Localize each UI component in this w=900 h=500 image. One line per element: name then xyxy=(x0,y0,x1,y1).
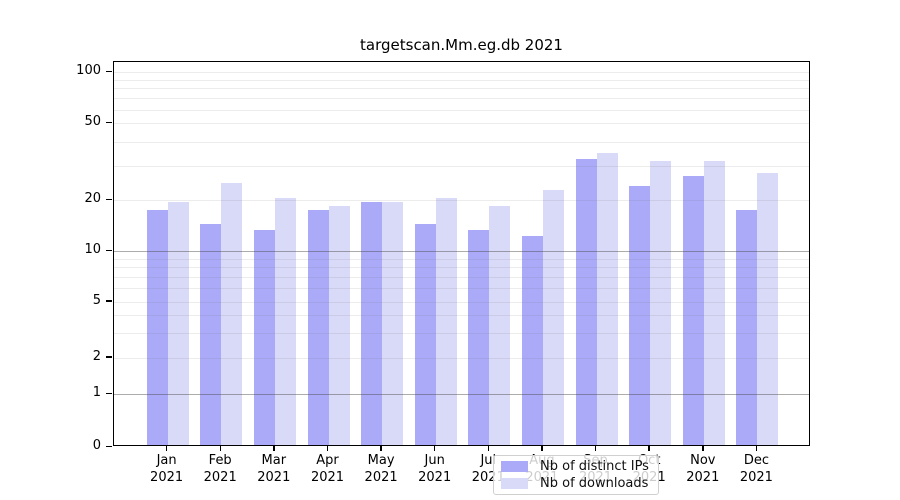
legend-swatch-downloads xyxy=(501,477,528,489)
bar-nb-of-downloads-jun-2021 xyxy=(435,198,457,445)
y-tick-50 xyxy=(106,121,112,123)
x-label-jun-2021: Jun 2021 xyxy=(418,453,452,485)
x-label-may-2021: May 2021 xyxy=(364,453,398,485)
x-label-nov-2021: Nov 2021 xyxy=(686,453,720,485)
bar-nb-of-downloads-jul-2021 xyxy=(489,205,511,445)
bar-nb-of-downloads-sep-2021 xyxy=(596,153,618,445)
x-label-feb-2021: Feb 2021 xyxy=(203,453,237,485)
y-tick-label-100: 100 xyxy=(76,63,101,78)
bar-nb-of-distinct-ips-may-2021 xyxy=(361,201,383,445)
x-label-apr-2021: Apr 2021 xyxy=(310,453,345,485)
x-tick-jun-2021 xyxy=(433,446,436,451)
legend: Nb of distinct IPs Nb of downloads xyxy=(493,455,659,495)
x-tick-feb-2021 xyxy=(219,446,221,451)
gridline-2 xyxy=(114,357,809,359)
chart-title: targetscan.Mm.eg.db 2021 xyxy=(360,36,563,54)
legend-item-distinct-ips: Nb of distinct IPs xyxy=(501,459,651,474)
gridline-9 xyxy=(114,258,809,260)
x-tick-apr-2021 xyxy=(326,446,329,451)
y-tick-label-5: 5 xyxy=(92,292,101,308)
bar-nb-of-downloads-may-2021 xyxy=(382,201,404,445)
y-tick-label-50: 50 xyxy=(84,114,101,129)
x-label-jan-2021: Jan 2021 xyxy=(150,453,184,485)
gridline-5 xyxy=(114,301,809,303)
gridline-8 xyxy=(114,267,809,269)
x-tick-dec-2021 xyxy=(755,446,758,451)
bar-nb-of-downloads-mar-2021 xyxy=(274,198,296,445)
x-tick-nov-2021 xyxy=(702,446,704,451)
bar-nb-of-distinct-ips-oct-2021 xyxy=(629,186,651,445)
gridline-40 xyxy=(114,141,809,143)
x-tick-jul-2021 xyxy=(487,446,490,451)
bar-nb-of-distinct-ips-aug-2021 xyxy=(521,235,543,445)
x-tick-jan-2021 xyxy=(165,446,168,451)
y-tick-1 xyxy=(106,392,112,394)
gridline-1 xyxy=(114,394,809,395)
y-tick-0 xyxy=(106,445,112,447)
y-tick-10 xyxy=(106,249,112,251)
legend-label-downloads: Nb of downloads xyxy=(540,475,649,491)
bar-nb-of-distinct-ips-sep-2021 xyxy=(575,158,597,445)
x-label-dec-2021: Dec 2021 xyxy=(739,453,773,485)
bar-nb-of-downloads-oct-2021 xyxy=(650,161,672,445)
y-tick-label-20: 20 xyxy=(84,191,101,206)
gridline-50 xyxy=(114,123,809,124)
bar-nb-of-distinct-ips-nov-2021 xyxy=(682,176,704,445)
y-tick-100 xyxy=(106,70,112,72)
bar-nb-of-distinct-ips-jan-2021 xyxy=(146,210,168,445)
y-tick-2 xyxy=(106,356,112,358)
bar-nb-of-downloads-nov-2021 xyxy=(703,161,725,445)
bar-nb-of-distinct-ips-mar-2021 xyxy=(253,229,275,445)
gridline-80 xyxy=(114,88,809,90)
bar-nb-of-distinct-ips-jul-2021 xyxy=(468,229,490,445)
gridline-100 xyxy=(114,72,809,73)
bar-nb-of-downloads-dec-2021 xyxy=(757,172,779,445)
bar-nb-of-distinct-ips-jun-2021 xyxy=(414,224,436,445)
gridline-3 xyxy=(114,332,809,334)
bar-nb-of-downloads-jan-2021 xyxy=(167,201,189,445)
y-tick-label-0: 0 xyxy=(92,438,101,453)
legend-swatch-distinct-ips xyxy=(501,461,528,473)
x-label-mar-2021: Mar 2021 xyxy=(257,453,291,485)
gridline-10 xyxy=(114,251,809,252)
y-tick-label-10: 10 xyxy=(84,242,101,257)
y-tick-label-2: 2 xyxy=(92,348,101,364)
y-tick-5 xyxy=(106,300,112,302)
bar-nb-of-distinct-ips-feb-2021 xyxy=(200,224,222,445)
x-tick-aug-2021 xyxy=(541,446,543,451)
legend-label-distinct-ips: Nb of distinct IPs xyxy=(540,459,649,475)
gridline-6 xyxy=(114,288,809,290)
bar-nb-of-downloads-feb-2021 xyxy=(221,182,243,445)
gridline-20 xyxy=(114,200,809,201)
x-tick-may-2021 xyxy=(380,446,382,451)
y-tick-label-1: 1 xyxy=(92,385,101,400)
x-tick-mar-2021 xyxy=(273,446,275,451)
gridline-4 xyxy=(114,315,809,317)
gridline-90 xyxy=(114,79,809,81)
plot-area: Nb of distinct IPs Nb of downloads xyxy=(113,61,810,495)
bar-nb-of-downloads-aug-2021 xyxy=(542,190,564,445)
gridline-70 xyxy=(114,98,809,100)
legend-item-downloads: Nb of downloads xyxy=(501,476,651,491)
y-tick-20 xyxy=(106,198,112,200)
gridline-60 xyxy=(114,109,809,111)
bar-nb-of-downloads-apr-2021 xyxy=(328,205,350,445)
x-tick-sep-2021 xyxy=(594,446,597,451)
bar-nb-of-distinct-ips-dec-2021 xyxy=(736,210,758,445)
gridline-30 xyxy=(114,165,809,167)
bar-nb-of-distinct-ips-apr-2021 xyxy=(307,210,329,445)
gridline-7 xyxy=(114,277,809,278)
x-tick-oct-2021 xyxy=(648,446,650,451)
